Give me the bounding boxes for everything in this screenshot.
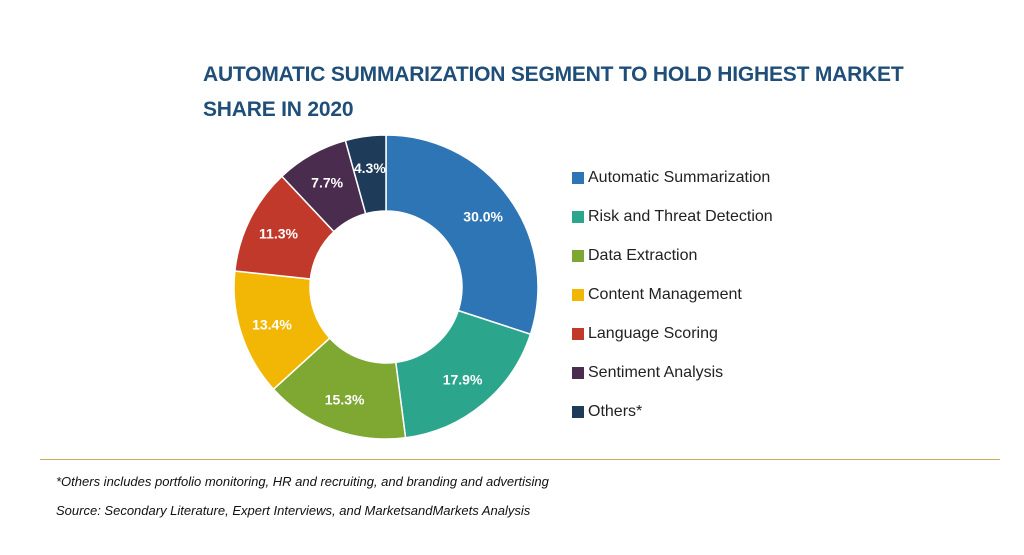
slice-label: 4.3%: [354, 160, 386, 176]
slice-group: [233, 134, 539, 440]
legend-swatch: [572, 288, 584, 301]
legend-swatch: [572, 366, 584, 379]
source-note: Source: Secondary Literature, Expert Int…: [56, 503, 531, 518]
slice-label: 7.7%: [311, 174, 343, 190]
slice-label-group: 30.0% 17.9% 15.3% 13.4% 11.3% 7.7% 4.3%: [252, 160, 503, 408]
donut-slice: [344, 134, 387, 215]
legend-swatch: [572, 171, 584, 184]
slice-label: 11.3%: [259, 226, 298, 242]
legend-item: Data Extraction: [572, 236, 773, 275]
donut-slice: [385, 134, 539, 336]
legend-label: Sentiment Analysis: [588, 363, 724, 381]
donut-slice: [394, 309, 532, 439]
slice-label: 17.9%: [443, 371, 483, 387]
footnote: *Others includes portfolio monitoring, H…: [56, 474, 549, 489]
legend-item: Others*: [572, 392, 773, 431]
legend: Automatic Summarization Risk and Threat D…: [572, 158, 773, 431]
legend-swatch: [572, 249, 584, 262]
legend-swatch: [572, 327, 584, 340]
chart-title: AUTOMATIC SUMMARIZATION SEGMENT TO HOLD …: [203, 63, 904, 121]
legend-label: Automatic Summarization: [588, 168, 771, 186]
slice-label: 15.3%: [325, 392, 365, 408]
legend-label: Data Extraction: [588, 246, 698, 264]
legend-item: Automatic Summarization: [572, 158, 773, 197]
legend-label: Language Scoring: [588, 324, 718, 342]
divider-line: [40, 459, 1000, 460]
slice-label: 30.0%: [463, 209, 503, 225]
legend-label: Content Management: [588, 285, 742, 303]
legend-swatch: [572, 405, 584, 418]
legend-item: Sentiment Analysis: [572, 353, 773, 392]
legend-swatch: [572, 210, 584, 223]
legend-label: Risk and Threat Detection: [588, 207, 773, 225]
legend-label: Others*: [588, 402, 643, 420]
legend-item: Content Management: [572, 275, 773, 314]
slice-label: 13.4%: [252, 316, 292, 332]
legend-item: Risk and Threat Detection: [572, 197, 773, 236]
legend-item: Language Scoring: [572, 314, 773, 353]
